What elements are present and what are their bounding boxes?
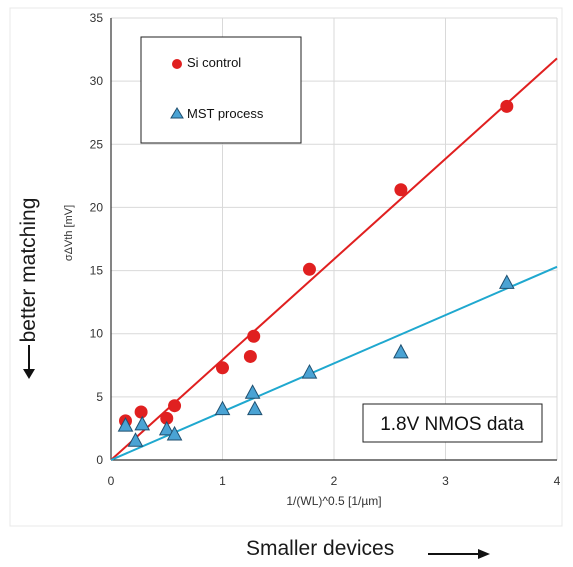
axes xyxy=(110,18,557,461)
gridlines xyxy=(111,17,558,460)
y-axis-label: σΔVth [mV] xyxy=(63,205,75,261)
fit-line-si-control xyxy=(110,57,558,461)
data-points xyxy=(117,99,515,447)
smaller-devices-text: Smaller devices xyxy=(246,537,395,560)
mst-process-point xyxy=(244,384,261,399)
y-tick-label: 15 xyxy=(90,264,104,278)
mst-process-point xyxy=(127,432,144,447)
x-tick-label: 1 xyxy=(219,474,226,488)
scatter-chart: 0 5 10 15 20 25 30 35 0 1 2 3 4 1/(WL)^0.5 [1/µm] σΔ… xyxy=(9,7,563,527)
fit-line-mst-process xyxy=(110,265,558,461)
better-matching-text: better matching xyxy=(17,197,40,343)
si-control-point xyxy=(247,329,261,343)
mst-process-point xyxy=(117,417,134,432)
mst-process-point xyxy=(301,364,318,379)
y-tick-label: 30 xyxy=(90,74,104,88)
mst-process-point xyxy=(498,274,515,289)
y-tick-label: 20 xyxy=(90,200,104,214)
y-tick-label: 25 xyxy=(90,137,104,151)
legend-label-mst-process: MST process xyxy=(187,106,264,121)
down-arrow-icon xyxy=(23,345,35,379)
annotation-box xyxy=(362,403,543,443)
annotation: 1.8V NMOS data xyxy=(362,403,543,443)
annotation-text: 1.8V NMOS data xyxy=(380,414,524,435)
x-tick-label: 2 xyxy=(331,474,338,488)
si-control-point xyxy=(134,405,148,419)
si-control-point xyxy=(216,361,229,375)
fit-lines xyxy=(110,57,558,461)
legend: Si control MST process xyxy=(140,36,302,144)
y-tick-label: 0 xyxy=(96,453,103,467)
legend-box xyxy=(140,36,302,144)
x-tick-label: 4 xyxy=(554,474,561,488)
mst-process-point xyxy=(393,343,409,359)
legend-label-si-control: Si control xyxy=(187,55,241,70)
better-matching-label: better matching xyxy=(14,170,44,370)
mst-process-point xyxy=(246,400,263,416)
x-tick-label: 0 xyxy=(108,474,115,488)
legend-circle-marker xyxy=(172,59,182,69)
si-control-point xyxy=(394,183,408,197)
si-control-point xyxy=(500,99,514,113)
x-tick-label: 3 xyxy=(442,474,449,488)
smaller-devices-label: Smaller devices xyxy=(246,537,394,561)
x-axis-label: 1/(WL)^0.5 [1/µm] xyxy=(286,494,381,508)
mst-process-point xyxy=(166,425,183,441)
y-tick-label: 5 xyxy=(96,390,103,404)
y-tick-label: 35 xyxy=(90,11,104,25)
y-tick-label: 10 xyxy=(90,327,104,341)
si-control-point xyxy=(160,411,174,425)
si-control-point xyxy=(168,399,182,413)
right-arrow-icon xyxy=(428,549,490,559)
legend-triangle-marker xyxy=(170,107,184,119)
si-control-point xyxy=(243,349,257,363)
mst-process-point xyxy=(134,415,151,431)
mst-process-point xyxy=(158,420,175,436)
tick-labels: 0 5 10 15 20 25 30 35 0 1 2 3 4 xyxy=(90,11,561,488)
mst-process-point xyxy=(214,400,231,416)
si-control-point xyxy=(302,262,316,276)
